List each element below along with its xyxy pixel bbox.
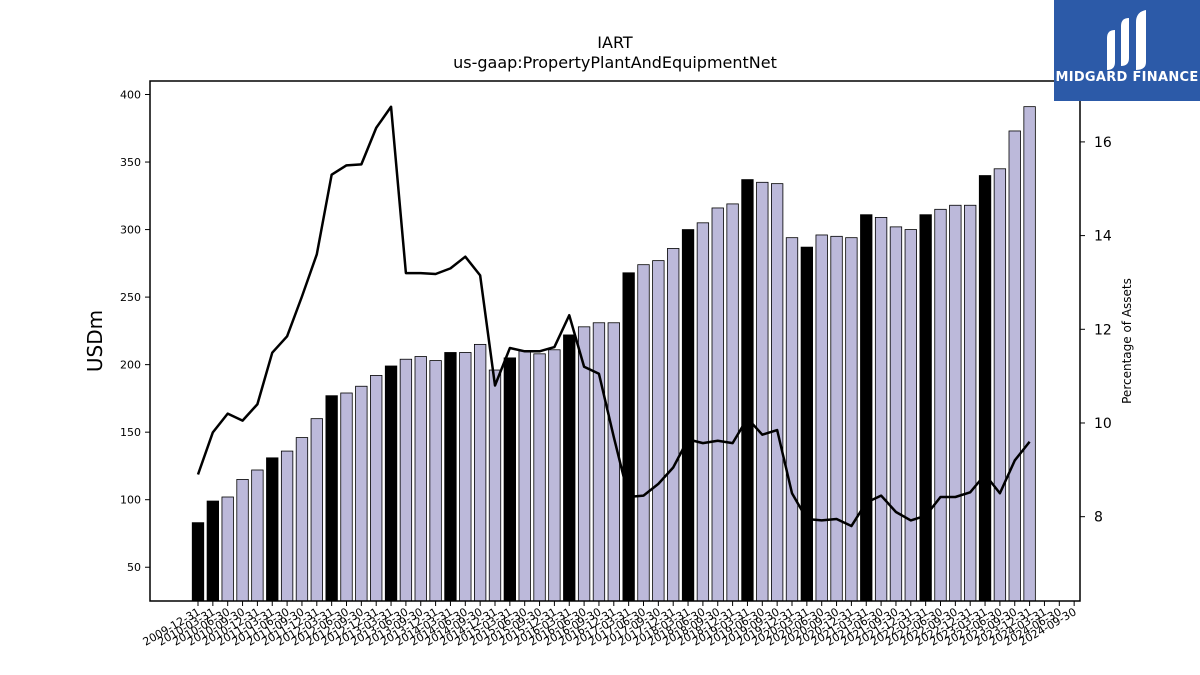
bar-46 [874, 217, 888, 602]
bar-45 [860, 214, 873, 602]
bar-39 [771, 183, 784, 602]
y-tick-label: 250 [120, 291, 141, 304]
bar-4 [251, 469, 264, 602]
bar-29 [622, 272, 635, 602]
y-tick-label: 150 [120, 426, 141, 439]
bar-14 [399, 358, 413, 602]
bar-15 [414, 356, 427, 602]
bar-19 [473, 343, 487, 602]
bar-12 [370, 375, 383, 602]
bar-49 [919, 214, 932, 602]
brand-logo: MIDGARD FINANCE [1054, 0, 1200, 101]
y2-tick-label: 14 [1094, 229, 1112, 245]
bar-21 [503, 357, 517, 602]
plot-frame [149, 80, 1081, 602]
bar-23 [533, 353, 546, 602]
bar-7 [295, 437, 309, 602]
y-axis-right: 8 10 12 14 16 [1080, 135, 1112, 526]
bar-36 [726, 203, 739, 602]
bar-10 [340, 392, 353, 602]
bar-11 [355, 385, 368, 602]
percentage-line [196, 105, 1031, 528]
bar-2 [221, 496, 234, 602]
bar-31 [652, 260, 665, 602]
bar-41 [800, 246, 813, 602]
chart-title: IART [597, 33, 633, 52]
bar-37 [741, 179, 754, 602]
bar-18 [459, 352, 472, 602]
bar-56 [1023, 106, 1036, 602]
y-tick-label: 100 [120, 494, 141, 507]
bar-51 [949, 204, 962, 602]
bar-34 [696, 222, 710, 602]
bar-54 [993, 168, 1007, 602]
y-axis-left: 50 100 150 200 250 300 350 400 [120, 89, 150, 574]
bar-38 [756, 181, 769, 602]
bar-48 [904, 229, 917, 602]
bar-16 [429, 360, 442, 602]
bar-17 [444, 352, 457, 602]
bar-53 [978, 175, 992, 602]
y2-axis-label: Percentage of Assets [1120, 278, 1134, 404]
bar-28 [607, 322, 620, 602]
bar-3 [236, 479, 249, 602]
y2-tick-label: 8 [1094, 510, 1103, 526]
bar-5 [266, 457, 279, 602]
bar-35 [711, 207, 724, 602]
chart-subtitle: us-gaap:PropertyPlantAndEquipmentNet [453, 53, 777, 72]
bar-30 [637, 264, 650, 602]
bar-52 [964, 204, 977, 602]
bar-27 [592, 322, 606, 602]
bar-55 [1008, 130, 1021, 602]
bar-50 [934, 208, 947, 602]
x-axis: 2009-12-312010-03-312010-06-302010-09-30… [141, 601, 1079, 649]
y-tick-label: 350 [120, 156, 141, 169]
bar-44 [845, 237, 858, 602]
bar-43 [830, 235, 843, 602]
bar-33 [681, 229, 695, 602]
bar-8 [310, 418, 323, 602]
y-tick-label: 300 [120, 224, 141, 237]
bar-40 [785, 237, 799, 602]
bar-13 [384, 365, 398, 602]
bar-24 [548, 349, 561, 602]
y2-tick-label: 16 [1094, 135, 1112, 151]
bar-25 [563, 334, 576, 602]
y2-tick-label: 10 [1094, 416, 1112, 432]
y-tick-label: 50 [127, 561, 141, 574]
bar-20 [488, 369, 502, 602]
bar-6 [280, 450, 294, 602]
y2-tick-label: 12 [1094, 322, 1112, 338]
bar-42 [815, 234, 828, 602]
bar-9 [325, 395, 338, 602]
bar-1 [206, 500, 220, 602]
y-tick-label: 200 [120, 359, 141, 372]
y-tick-label: 400 [120, 89, 141, 102]
y-axis-label: USDm [83, 310, 107, 372]
brand-name: MIDGARD FINANCE [1055, 70, 1198, 85]
bar-32 [667, 248, 680, 602]
bar-0 [191, 522, 205, 602]
bar-22 [518, 350, 531, 602]
bar-47 [889, 226, 903, 602]
midgard-logo-icon [1107, 10, 1146, 70]
bars-group [191, 106, 1036, 602]
